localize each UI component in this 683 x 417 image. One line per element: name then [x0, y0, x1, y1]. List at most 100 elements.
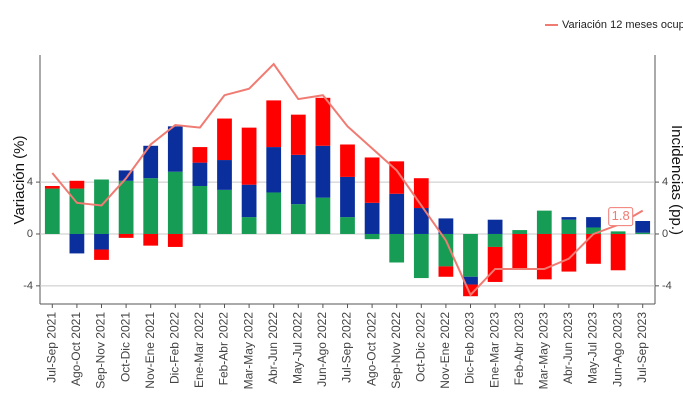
- bar: [389, 161, 405, 194]
- bar: [290, 204, 306, 234]
- y2-tick-label: 4: [662, 176, 668, 188]
- bar: [340, 176, 355, 218]
- x-tick-label: Ago-Oct 2022: [364, 312, 378, 386]
- bar: [586, 227, 601, 234]
- bar: [94, 179, 109, 234]
- y2-tick-label: -4: [662, 280, 672, 292]
- x-tick-label: Abr-Jun 2022: [266, 312, 280, 384]
- bar: [340, 217, 355, 234]
- x-tick-label: Feb-Abr 2022: [217, 312, 231, 386]
- bar: [167, 171, 183, 234]
- bar: [364, 233, 380, 240]
- x-tick-label: Sep-Nov 2021: [94, 312, 108, 389]
- x-tick-label: Oct-Dic 2022: [413, 312, 427, 382]
- bar: [536, 210, 552, 234]
- bar: [44, 188, 60, 234]
- x-tick-label: Dic-Feb 2022: [167, 312, 181, 384]
- bar: [487, 219, 503, 234]
- bar: [290, 114, 306, 155]
- bar: [561, 233, 577, 272]
- bar: [364, 157, 380, 203]
- x-tick-label: Sep-Nov 2022: [389, 312, 403, 389]
- label-box: [608, 207, 634, 227]
- x-tick-label: Dic-Feb 2023: [463, 312, 477, 384]
- bar: [167, 233, 183, 247]
- bar: [217, 118, 232, 161]
- x-tick-label: Feb-Abr 2023: [512, 312, 526, 386]
- bar: [315, 197, 331, 234]
- bar: [438, 218, 454, 234]
- x-tick-label: Nov-Ene 2021: [143, 312, 157, 389]
- bar: [192, 185, 208, 234]
- bar: [635, 232, 651, 234]
- bar: [340, 144, 355, 177]
- bar: [217, 160, 232, 190]
- bar: [94, 249, 109, 260]
- x-tick-label: Jun-Ago 2023: [610, 312, 624, 387]
- x-tick-label: Ene-Mar 2023: [487, 312, 501, 388]
- x-tick-label: Jul-Sep 2021: [44, 312, 58, 383]
- bar: [143, 145, 159, 179]
- bar: [413, 208, 429, 234]
- bar: [266, 192, 282, 234]
- y2-tick-label: 0: [662, 228, 668, 240]
- x-tick-label: Mar-May 2022: [241, 312, 255, 390]
- bar: [315, 145, 331, 198]
- bar: [389, 193, 405, 234]
- bar: [610, 231, 626, 234]
- bar: [118, 170, 134, 181]
- bar: [69, 180, 85, 189]
- bar: [315, 97, 331, 146]
- bar: [143, 233, 159, 246]
- bar: [586, 233, 601, 264]
- x-tick-label: Jul-Sep 2023: [635, 312, 649, 383]
- x-tick-label: Jul-Sep 2022: [340, 312, 354, 383]
- bar: [512, 233, 528, 269]
- bar: [438, 233, 454, 267]
- bar: [561, 217, 577, 220]
- x-tick-label: May-Jul 2022: [290, 312, 304, 384]
- bar: [69, 233, 85, 254]
- bar: [487, 246, 503, 282]
- bar: [44, 185, 60, 189]
- bar: [487, 233, 503, 247]
- x-tick-label: Nov-Ene 2022: [438, 312, 452, 389]
- bar: [192, 147, 208, 163]
- bar: [413, 233, 429, 279]
- x-tick-label: Abr-Jun 2023: [561, 312, 575, 384]
- x-tick-label: Mar-May 2023: [536, 312, 550, 390]
- x-tick-label: Jun-Ago 2022: [315, 312, 329, 387]
- bar: [586, 217, 601, 228]
- bar: [266, 147, 282, 193]
- bar: [192, 162, 208, 186]
- x-tick-label: Ago-Oct 2021: [69, 312, 83, 386]
- x-tick-label: May-Jul 2023: [586, 312, 600, 384]
- bar: [266, 100, 282, 148]
- bar: [241, 217, 257, 234]
- bar: [463, 233, 478, 277]
- bar: [438, 266, 454, 277]
- x-tick-label: Oct-Dic 2021: [118, 312, 132, 382]
- bar: [241, 184, 257, 218]
- bar: [364, 202, 380, 234]
- y-tick-label: 4: [27, 176, 33, 188]
- bar: [118, 180, 134, 234]
- bar: [217, 189, 232, 234]
- y-axis-label: Variación (%): [11, 136, 28, 225]
- bar: [413, 178, 429, 209]
- bar: [290, 154, 306, 205]
- bar: [635, 221, 651, 233]
- legend-label: Variación 12 meses ocupados: [562, 19, 683, 31]
- bar: [561, 219, 577, 234]
- y-tick-label: -4: [23, 280, 33, 292]
- bar: [241, 127, 257, 185]
- y-tick-label: 0: [27, 228, 33, 240]
- x-tick-label: Ene-Mar 2022: [192, 312, 206, 388]
- bar: [463, 276, 478, 285]
- y2-axis-label: Incidencias (pp.): [668, 125, 683, 235]
- bar: [463, 284, 478, 297]
- bar: [143, 178, 159, 234]
- data-label: 1.8: [612, 208, 630, 223]
- bar: [536, 233, 552, 280]
